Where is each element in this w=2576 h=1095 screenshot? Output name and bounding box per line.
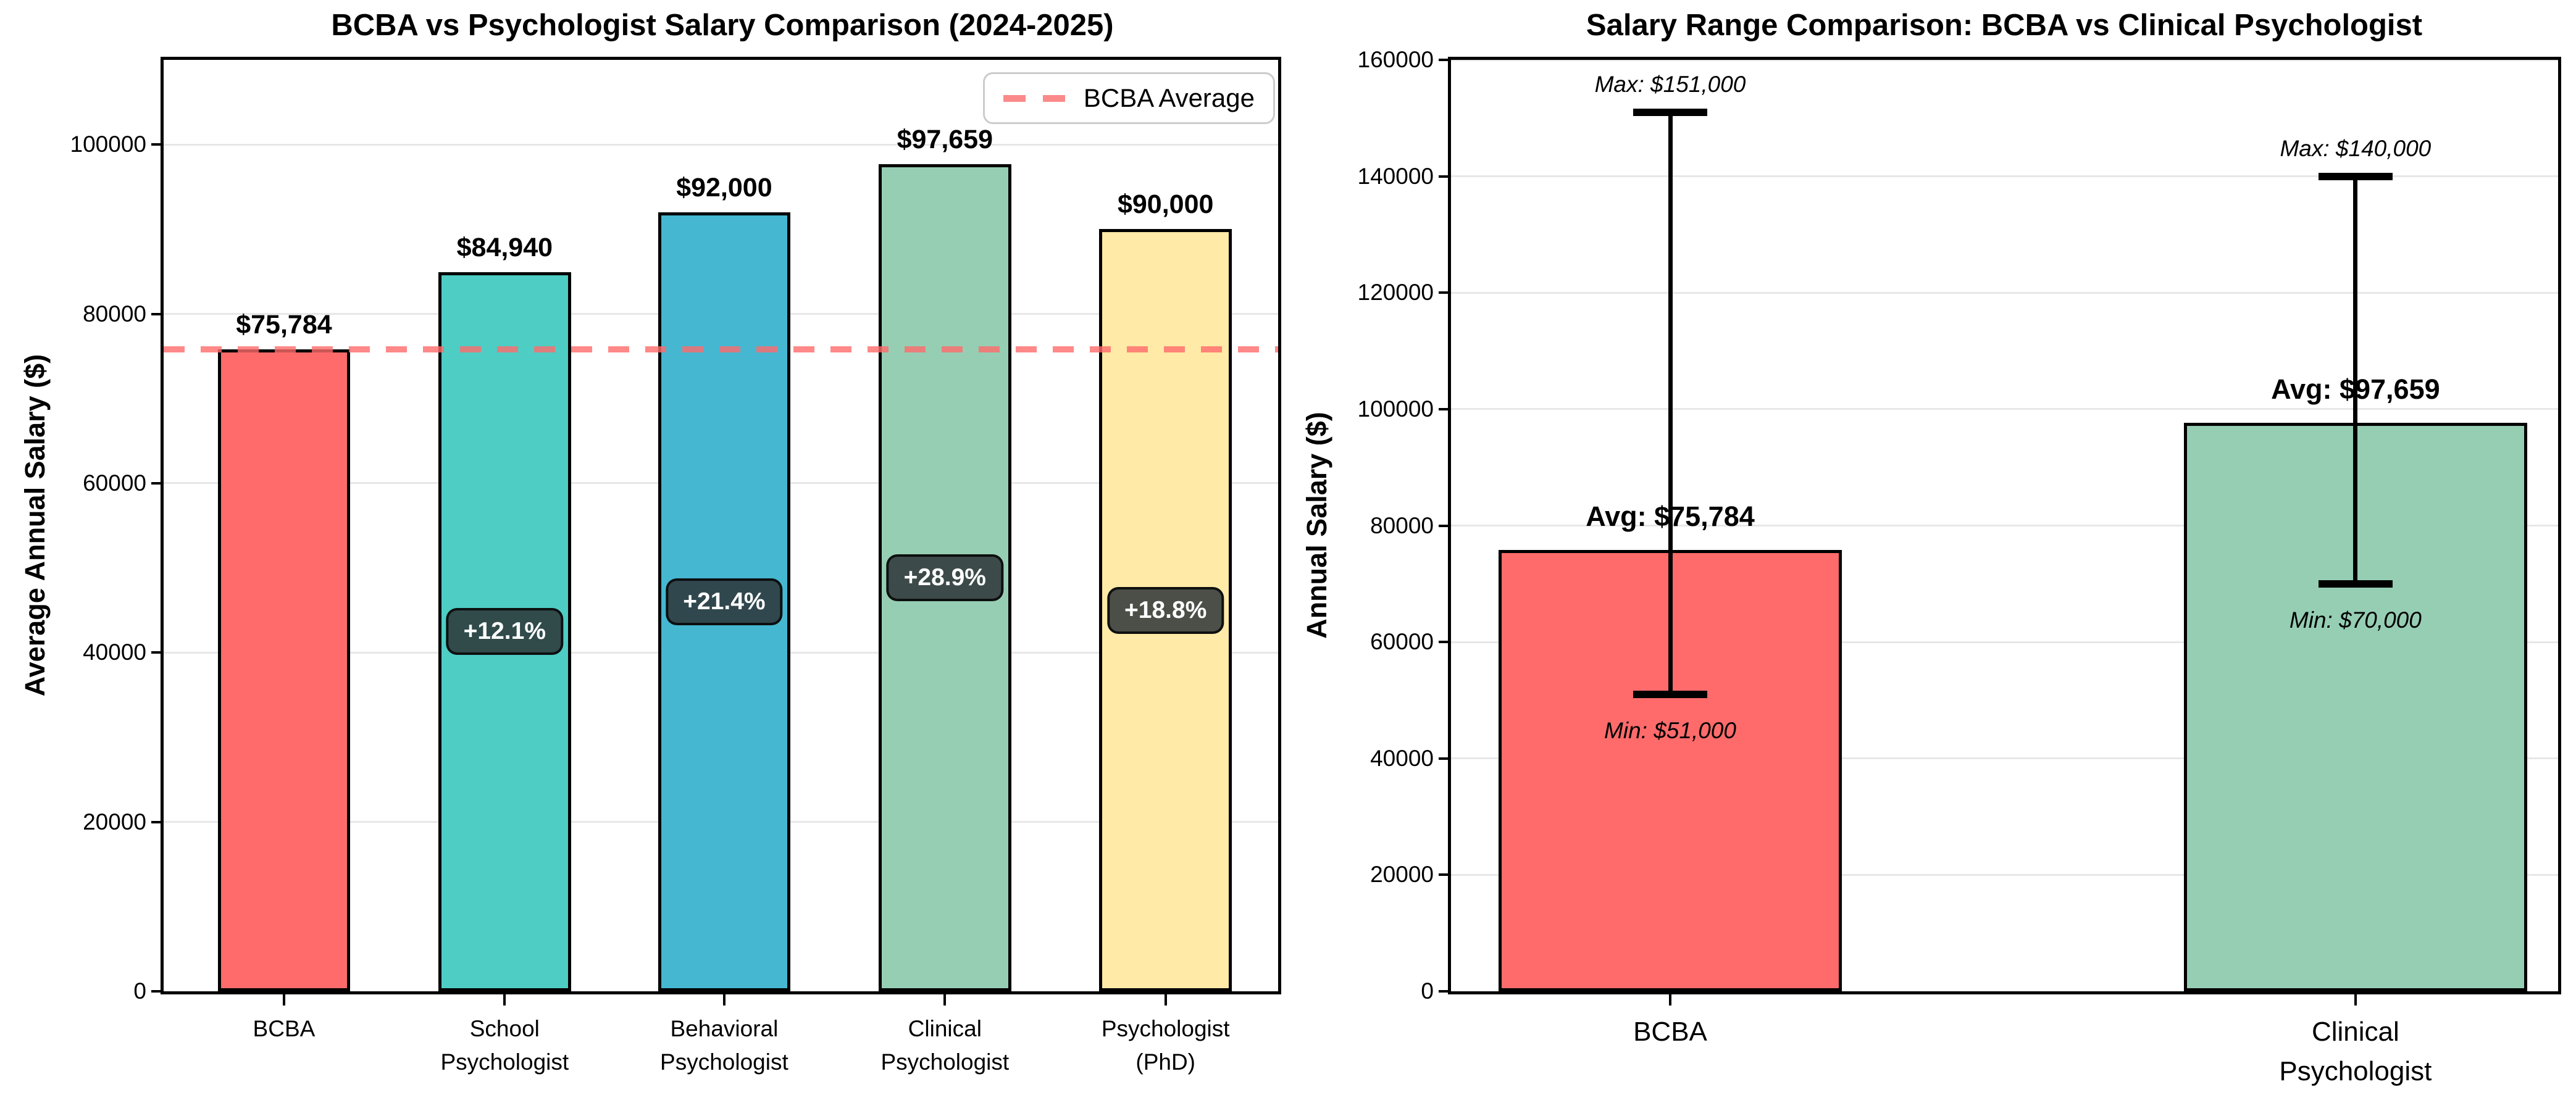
ytick-mark-40000	[1439, 757, 1451, 760]
bar-value-label-0: $75,784	[236, 310, 332, 340]
ytick-label-0: 0	[133, 978, 146, 1004]
left-chart-ylabel: Average Annual Salary ($)	[19, 354, 51, 697]
error-bar-cap-min-1	[2318, 580, 2393, 588]
gridline-100000	[1451, 408, 2558, 410]
error-bar-cap-max-0	[1633, 108, 1707, 116]
xtick-mark-4	[1164, 994, 1167, 1005]
legend-label: BCBA Average	[1083, 83, 1255, 112]
xtick-label-1: School Psychologist	[440, 1016, 569, 1075]
ytick-label-20000: 20000	[1370, 862, 1434, 888]
error-bar-cap-min-0	[1633, 691, 1707, 698]
xtick-mark-0	[282, 994, 285, 1005]
gridline-120000	[1451, 291, 2558, 294]
max-annotation-0: Max: $151,000	[1594, 71, 1746, 97]
ytick-mark-20000	[151, 820, 164, 823]
ytick-mark-100000	[151, 143, 164, 146]
gridline-20000	[1451, 873, 2558, 876]
ytick-mark-100000	[1439, 407, 1451, 410]
xtick-mark-3	[943, 994, 947, 1005]
bar-value-label-1: $84,940	[456, 232, 553, 262]
error-bar-cap-max-1	[2318, 172, 2393, 180]
gridline-160000	[1451, 59, 2558, 61]
ytick-label-60000: 60000	[83, 470, 146, 496]
xtick-mark-1	[503, 994, 506, 1005]
pct-badge-4: +18.8%	[1107, 586, 1224, 634]
xtick-mark-2	[722, 994, 726, 1005]
xtick-mark-0	[1669, 994, 1671, 1005]
bcba-average-dashed-line	[164, 346, 1278, 353]
ytick-mark-80000	[1439, 524, 1451, 527]
bar-value-label-2: $92,000	[676, 172, 772, 202]
xtick-label-0: BCBA	[253, 1016, 316, 1041]
ytick-label-100000: 100000	[70, 131, 146, 157]
error-bar-line-1	[2353, 176, 2358, 584]
ytick-mark-80000	[151, 312, 164, 315]
xtick-label-3: Clinical Psychologist	[880, 1016, 1010, 1075]
ytick-mark-20000	[1439, 873, 1451, 876]
ytick-label-40000: 40000	[83, 639, 146, 665]
ytick-label-120000: 120000	[1357, 280, 1434, 306]
min-annotation-1: Min: $70,000	[2289, 607, 2422, 633]
ytick-label-80000: 80000	[1370, 512, 1434, 538]
pct-badge-1: +12.1%	[446, 608, 564, 656]
bar-value-label-3: $97,659	[897, 125, 993, 155]
avg-annotation-0: Avg: $75,784	[1586, 501, 1755, 533]
bar-value-label-4: $90,000	[1117, 189, 1214, 220]
ytick-label-60000: 60000	[1370, 629, 1434, 655]
right-chart-title: Salary Range Comparison: BCBA vs Clinica…	[1586, 9, 2423, 42]
xtick-label-2: Behavioral Psychologist	[660, 1016, 788, 1075]
ytick-mark-140000	[1439, 175, 1451, 178]
gridline-140000	[1451, 175, 2558, 178]
left-chart-title: BCBA vs Psychologist Salary Comparison (…	[331, 9, 1114, 42]
legend-dashed-line-sample	[1003, 94, 1065, 102]
ytick-mark-160000	[1439, 59, 1451, 61]
ytick-label-0: 0	[1421, 978, 1434, 1004]
xtick-label-1: Clinical Psychologist	[2279, 1017, 2432, 1086]
ytick-label-20000: 20000	[83, 809, 146, 835]
ytick-mark-60000	[1439, 641, 1451, 644]
bar-bcba	[217, 349, 351, 991]
ytick-mark-40000	[151, 651, 164, 654]
xtick-mark-1	[2354, 994, 2357, 1005]
ytick-label-80000: 80000	[83, 301, 146, 327]
xtick-label-4: Psychologist (PhD)	[1101, 1016, 1230, 1075]
ytick-label-40000: 40000	[1370, 745, 1434, 771]
error-bar-line-0	[1668, 112, 1673, 694]
ytick-mark-0	[1439, 990, 1451, 993]
pct-badge-2: +21.4%	[666, 578, 783, 625]
pct-badge-3: +28.9%	[886, 554, 1003, 602]
ytick-label-160000: 160000	[1357, 47, 1434, 72]
gridline-100000	[164, 143, 1278, 146]
ytick-mark-120000	[1439, 291, 1451, 294]
gridline-60000	[1451, 641, 2558, 643]
gridline-40000	[1451, 757, 2558, 760]
xtick-label-0: BCBA	[1633, 1017, 1707, 1047]
ytick-mark-60000	[151, 481, 164, 485]
max-annotation-1: Max: $140,000	[2280, 135, 2432, 161]
gridline-80000	[1451, 525, 2558, 527]
ytick-label-140000: 140000	[1357, 163, 1434, 189]
right-chart-ylabel: Annual Salary ($)	[1301, 412, 1332, 639]
legend: BCBA Average	[982, 72, 1275, 124]
left-plot-area	[161, 57, 1281, 994]
ytick-label-100000: 100000	[1357, 396, 1434, 422]
min-annotation-0: Min: $51,000	[1604, 718, 1736, 743]
ytick-mark-0	[151, 990, 164, 993]
avg-annotation-1: Avg: $97,659	[2271, 373, 2440, 405]
